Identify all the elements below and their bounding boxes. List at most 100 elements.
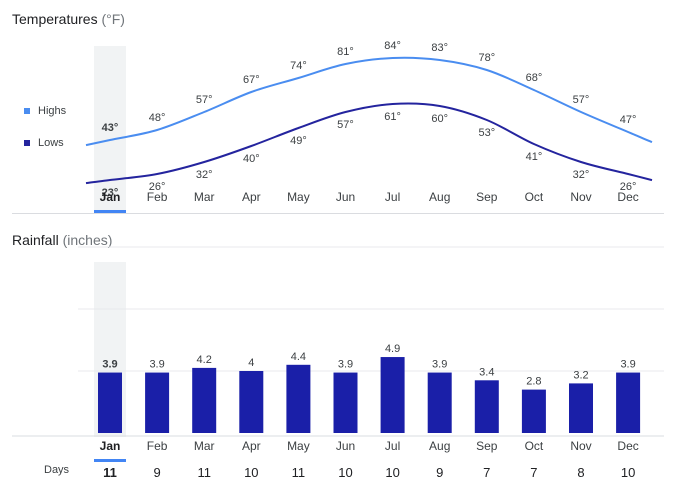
rain-month-jun[interactable]: Jun bbox=[336, 439, 355, 453]
rain-days-jun: 10 bbox=[338, 465, 352, 480]
rainfall-title-text: Rainfall bbox=[12, 232, 59, 248]
rain-days-jul: 10 bbox=[385, 465, 399, 480]
rain-value-jul: 4.9 bbox=[385, 343, 400, 355]
rain-value-feb: 3.9 bbox=[149, 359, 164, 371]
highs-label-mar: 57° bbox=[196, 94, 213, 106]
temp-month-jul[interactable]: Jul bbox=[385, 190, 400, 204]
rain-days-mar: 11 bbox=[197, 465, 211, 480]
lows-label-mar: 32° bbox=[196, 169, 213, 181]
rain-bar-sep[interactable] bbox=[474, 380, 499, 433]
rain-bar-may[interactable] bbox=[286, 364, 311, 433]
temp-month-sep[interactable]: Sep bbox=[476, 190, 498, 204]
legend-lows-swatch bbox=[24, 140, 30, 146]
rain-bar-mar[interactable] bbox=[192, 367, 217, 433]
rainfall-unit: (inches) bbox=[62, 232, 113, 248]
rain-value-may: 4.4 bbox=[291, 351, 306, 363]
rain-month-jan[interactable]: Jan bbox=[100, 439, 121, 453]
rain-days-may: 11 bbox=[292, 465, 306, 480]
temp-month-apr[interactable]: Apr bbox=[242, 190, 261, 204]
lows-label-jan: 23° bbox=[102, 187, 119, 199]
temperatures-title: Temperatures (°F) bbox=[12, 11, 125, 27]
rain-value-jun: 3.9 bbox=[338, 359, 353, 371]
rain-bar-jan[interactable] bbox=[98, 372, 122, 433]
lows-label-oct: 41° bbox=[526, 151, 543, 163]
rain-value-oct: 2.8 bbox=[526, 376, 541, 388]
rain-bar-jun[interactable] bbox=[333, 372, 358, 433]
temp-selected-underline bbox=[94, 210, 126, 213]
highs-label-may: 74° bbox=[290, 60, 307, 72]
rain-month-sep[interactable]: Sep bbox=[476, 439, 498, 453]
lows-label-sep: 53° bbox=[478, 127, 495, 139]
temp-month-may[interactable]: May bbox=[287, 190, 310, 204]
rain-value-aug: 3.9 bbox=[432, 359, 447, 371]
rain-bar-apr[interactable] bbox=[239, 371, 264, 433]
rain-days-jan: 11 bbox=[103, 465, 117, 480]
temperatures-unit: (°F) bbox=[101, 11, 125, 27]
selected-month-band-temperatures bbox=[94, 46, 126, 213]
lows-label-jul: 61° bbox=[384, 111, 401, 123]
temp-month-jun[interactable]: Jun bbox=[336, 190, 355, 204]
highs-label-apr: 67° bbox=[243, 74, 260, 86]
rain-month-dec[interactable]: Dec bbox=[617, 439, 638, 453]
lows-label-jun: 57° bbox=[337, 119, 354, 131]
rain-bar-jul[interactable] bbox=[380, 357, 405, 433]
lows-line bbox=[85, 102, 653, 185]
highs-label-jul: 84° bbox=[384, 40, 401, 52]
lows-label-nov: 32° bbox=[573, 169, 590, 181]
rain-month-mar[interactable]: Mar bbox=[194, 439, 215, 453]
rain-bar-dec[interactable] bbox=[616, 372, 641, 433]
highs-label-sep: 78° bbox=[478, 52, 495, 64]
highs-label-jan: 43° bbox=[102, 122, 119, 134]
rain-days-feb: 9 bbox=[153, 465, 160, 480]
days-label: Days bbox=[44, 464, 70, 476]
rain-bar-nov[interactable] bbox=[569, 383, 593, 433]
rainfall-title: Rainfall (inches) bbox=[12, 232, 112, 248]
rain-value-sep: 3.4 bbox=[479, 366, 494, 378]
temp-month-dec[interactable]: Dec bbox=[617, 190, 638, 204]
rain-value-jan: 3.9 bbox=[102, 359, 117, 371]
temp-month-nov[interactable]: Nov bbox=[570, 190, 591, 204]
highs-label-aug: 83° bbox=[431, 42, 448, 54]
lows-label-dec: 26° bbox=[620, 181, 637, 193]
rain-value-dec: 3.9 bbox=[620, 359, 635, 371]
lows-label-may: 49° bbox=[290, 135, 307, 147]
temp-month-feb[interactable]: Feb bbox=[147, 190, 168, 204]
rain-month-oct[interactable]: Oct bbox=[525, 439, 544, 453]
temp-month-mar[interactable]: Mar bbox=[194, 190, 215, 204]
legend-highs-label: Highs bbox=[38, 105, 67, 117]
rain-days-aug: 9 bbox=[436, 465, 443, 480]
rain-month-apr[interactable]: Apr bbox=[242, 439, 261, 453]
rain-month-jul[interactable]: Jul bbox=[385, 439, 400, 453]
temp-month-oct[interactable]: Oct bbox=[525, 190, 544, 204]
highs-label-nov: 57° bbox=[573, 94, 590, 106]
rain-value-nov: 3.2 bbox=[573, 369, 588, 381]
legend-highs-swatch bbox=[24, 108, 30, 114]
rain-days-sep: 7 bbox=[483, 465, 490, 480]
rain-days-nov: 8 bbox=[577, 465, 584, 480]
rain-bar-aug[interactable] bbox=[427, 372, 452, 433]
rain-month-may[interactable]: May bbox=[287, 439, 310, 453]
legend-lows-label: Lows bbox=[38, 137, 64, 149]
highs-label-jun: 81° bbox=[337, 46, 354, 58]
temperatures-title-text: Temperatures bbox=[12, 11, 98, 27]
rain-month-nov[interactable]: Nov bbox=[570, 439, 591, 453]
rain-days-apr: 10 bbox=[244, 465, 258, 480]
rain-bar-oct[interactable] bbox=[521, 389, 546, 433]
rain-month-aug[interactable]: Aug bbox=[429, 439, 450, 453]
legend-highs[interactable]: Highs bbox=[24, 105, 66, 117]
rain-month-feb[interactable]: Feb bbox=[147, 439, 168, 453]
rain-selected-underline bbox=[94, 459, 126, 462]
temp-month-jan[interactable]: Jan bbox=[100, 190, 121, 204]
rain-days-dec: 10 bbox=[621, 465, 635, 480]
temperatures-divider bbox=[12, 213, 664, 214]
rain-value-apr: 4 bbox=[248, 357, 254, 369]
lows-label-apr: 40° bbox=[243, 153, 260, 165]
rain-bar-feb[interactable] bbox=[145, 372, 170, 433]
highs-line bbox=[85, 56, 653, 147]
legend-lows[interactable]: Lows bbox=[24, 137, 64, 149]
temp-month-aug[interactable]: Aug bbox=[429, 190, 450, 204]
rain-value-mar: 4.2 bbox=[197, 354, 212, 366]
highs-label-oct: 68° bbox=[526, 72, 543, 84]
highs-label-feb: 48° bbox=[149, 112, 166, 124]
